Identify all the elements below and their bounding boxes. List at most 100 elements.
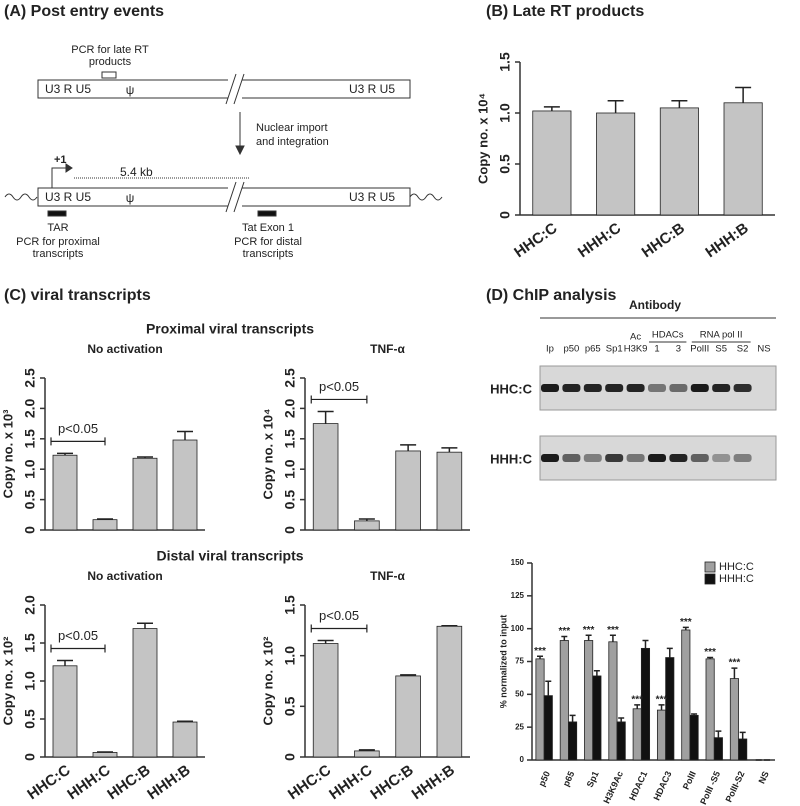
x-tick-label: HHH:C	[64, 762, 113, 804]
y-tick-label: 0.5	[282, 696, 298, 716]
band	[626, 384, 645, 392]
group-label: RNA pol II	[700, 330, 743, 341]
error-bar	[400, 674, 417, 676]
band	[669, 454, 688, 462]
x-tick-label: PolII -S5	[698, 770, 722, 806]
band	[626, 454, 645, 462]
bar	[689, 714, 699, 761]
label: PCR for proximal	[16, 236, 100, 248]
lane-label: NS	[757, 344, 770, 355]
error-bar	[715, 730, 722, 738]
bar	[436, 625, 463, 758]
label: +1	[54, 154, 67, 166]
y-tick-label: 0	[22, 753, 38, 761]
x-tick-label: HHH:B	[144, 762, 193, 804]
error-bar	[400, 444, 417, 451]
significance: ***	[631, 694, 643, 705]
error-bar	[593, 669, 600, 676]
bar	[608, 641, 618, 761]
label: transcripts	[33, 248, 84, 260]
bar	[395, 675, 421, 758]
legend-label: HHH:C	[719, 573, 754, 585]
error-bar	[317, 410, 334, 424]
y-tick-label: 50	[515, 689, 524, 698]
bar	[395, 450, 421, 531]
y-tick-label: 125	[511, 591, 525, 600]
error-bar	[607, 100, 624, 113]
lane-label: Sp1	[606, 344, 623, 355]
label: Nuclear import	[256, 122, 328, 134]
bar	[729, 678, 739, 761]
section-title: Distal viral transcripts	[156, 548, 303, 564]
bar	[172, 721, 198, 758]
chart-title: TNF-α	[370, 342, 405, 356]
bar	[584, 640, 594, 761]
label: and integration	[256, 136, 329, 148]
annotation: p<0.05	[319, 379, 359, 394]
bar	[632, 708, 642, 761]
y-tick-label: 1.0	[497, 103, 513, 123]
bar	[592, 675, 602, 761]
lane-label: PolII	[690, 344, 709, 355]
bracket	[50, 644, 106, 653]
provirus	[37, 187, 411, 207]
label: TAR	[47, 222, 68, 234]
bar	[52, 665, 78, 758]
significance: ***	[656, 694, 668, 705]
y-tick-label: 75	[515, 657, 524, 666]
y-tick-label: 25	[515, 722, 524, 731]
bar	[596, 112, 636, 216]
bracket	[50, 437, 106, 446]
x-tick-label: NS	[756, 770, 770, 786]
significance: ***	[680, 617, 692, 628]
band	[562, 384, 581, 392]
x-tick-label: PolII	[681, 770, 698, 791]
bar	[92, 519, 118, 531]
x-tick-label: HHC:C	[511, 220, 560, 262]
y-tick-label: 0	[22, 526, 38, 534]
y-tick-label: 0	[520, 755, 525, 764]
bar	[436, 451, 463, 531]
lane-label: S2	[737, 344, 749, 355]
bracket	[310, 395, 368, 404]
y-tick-label: 1.5	[497, 52, 513, 72]
lane-label: 3	[676, 344, 681, 355]
significance: ***	[729, 658, 741, 669]
y-tick-label: 1.5	[282, 595, 298, 615]
error-bar	[666, 647, 673, 658]
error-bar	[537, 655, 544, 659]
x-tick-label: Sp1	[585, 770, 601, 789]
error-bar	[609, 634, 616, 642]
bracket	[310, 624, 368, 633]
panel-title: (A) Post entry events	[4, 3, 164, 20]
y-axis-label: % normalized to input	[498, 615, 508, 709]
error-bar	[585, 634, 592, 641]
lane-label: S5	[715, 344, 727, 355]
bar	[354, 750, 380, 758]
x-tick-label: HHH:C	[575, 220, 624, 262]
significance: ***	[558, 626, 570, 637]
row-label: HHH:C	[490, 451, 532, 466]
row-label: HHC:C	[490, 381, 532, 396]
y-tick-label: 1.0	[282, 459, 298, 479]
diagram	[4, 71, 443, 217]
band	[669, 384, 688, 392]
error-bar	[735, 86, 752, 103]
error-bar	[707, 656, 714, 659]
error-bar	[177, 430, 193, 441]
y-axis-label: Copy no. x 10⁴	[475, 93, 490, 184]
x-tick-label: HHH:B	[702, 220, 751, 262]
x-tick-label: HHH:C	[326, 762, 375, 804]
y-axis-label: Copy no. x 10³	[0, 409, 15, 499]
break-mark	[233, 181, 245, 213]
amplicon	[47, 210, 67, 217]
error-bar	[57, 659, 73, 666]
bar	[713, 737, 723, 761]
error-bar	[545, 680, 552, 696]
error-bar	[137, 622, 153, 629]
bar	[559, 640, 569, 761]
band	[712, 384, 731, 392]
bar	[312, 423, 339, 531]
bar	[568, 721, 578, 761]
